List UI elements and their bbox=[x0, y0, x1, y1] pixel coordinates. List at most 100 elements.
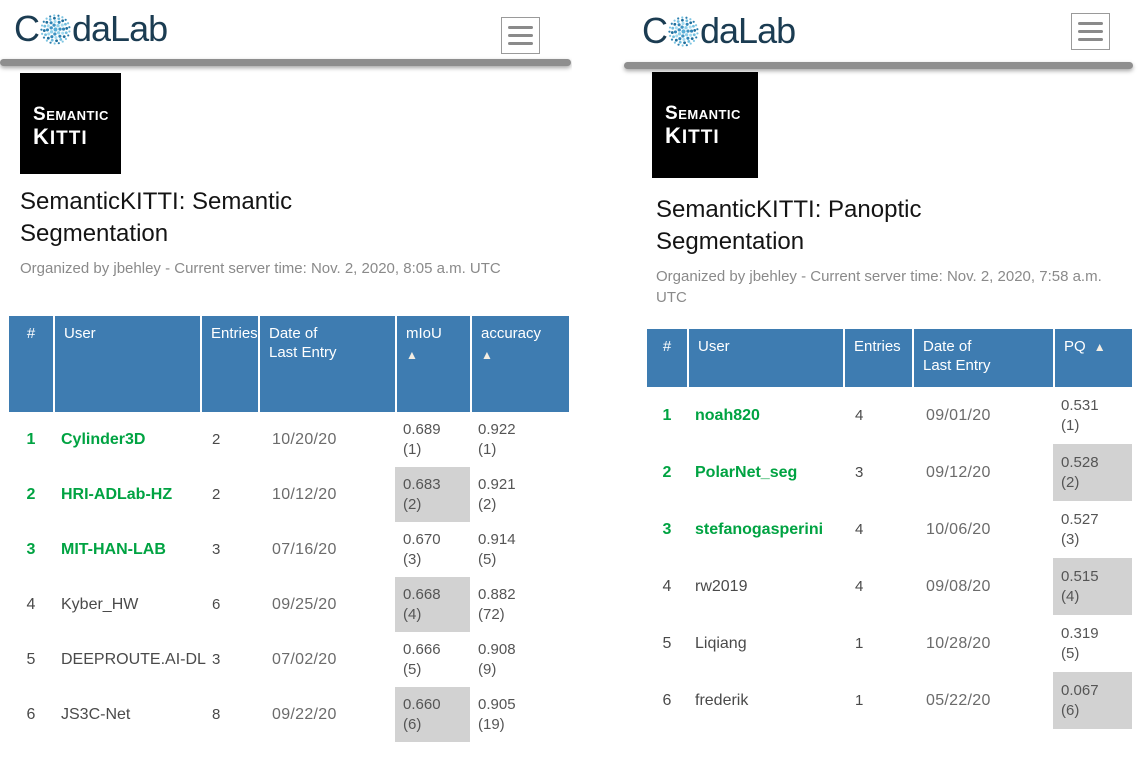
date-cell: 10/28/20 bbox=[926, 634, 991, 652]
date-cell: 10/20/20 bbox=[272, 430, 337, 448]
panoptic-segmentation-page: C daLab SEMANTIC KITTI SemanticKITTI: Pa… bbox=[572, 0, 1144, 757]
column-header-rank: # bbox=[26, 325, 36, 342]
leaderboard-row: 4 Kyber_HW 6 09/25/20 0.668 (4) 0.882 (72) bbox=[9, 577, 569, 632]
entries-cell: 6 bbox=[212, 596, 221, 613]
column-header-pq[interactable]: PQ ▲ bbox=[1053, 329, 1132, 387]
miou-cell: 0.668 (4) bbox=[395, 577, 470, 632]
entries-cell: 4 bbox=[855, 521, 864, 538]
entries-cell: 2 bbox=[212, 486, 221, 503]
leaderboard-table: # User Entries Date of Last Entry PQ ▲ 1 noah82… bbox=[647, 329, 1132, 729]
rank-cell: 3 bbox=[662, 520, 672, 538]
accuracy-cell: 0.921 (2) bbox=[478, 475, 516, 513]
column-header-user: User bbox=[53, 316, 200, 412]
entries-cell: 1 bbox=[855, 692, 864, 709]
user-cell: noah820 bbox=[695, 406, 760, 424]
entries-cell: 2 bbox=[212, 431, 221, 448]
header-divider bbox=[624, 62, 1133, 69]
codalab-logo-dotted-o-icon bbox=[668, 16, 699, 47]
semantickitti-logo-line1: SEMANTIC bbox=[665, 103, 741, 124]
user-cell: frederik bbox=[695, 691, 749, 709]
hamburger-menu-button[interactable] bbox=[1071, 13, 1110, 50]
semantickitti-logo: SEMANTIC KITTI bbox=[652, 72, 758, 178]
rank-cell: 6 bbox=[26, 705, 36, 723]
hamburger-menu-icon bbox=[1078, 17, 1103, 46]
leaderboard-header-row: # User Entries Date of Last Entry mIoU ▲ accura… bbox=[9, 316, 569, 412]
leaderboard-row: 2 HRI-ADLab-HZ 2 10/12/20 0.683 (2) 0.921 (2) bbox=[9, 467, 569, 522]
date-cell: 07/02/20 bbox=[272, 650, 337, 668]
semantickitti-logo-line2: KITTI bbox=[33, 124, 88, 150]
leaderboard-row: 3 MIT-HAN-LAB 3 07/16/20 0.670 (3) 0.914 (5) bbox=[9, 522, 569, 577]
page-title: SemanticKITTI: Panoptic Segmentation bbox=[656, 196, 922, 255]
rank-cell: 2 bbox=[26, 485, 36, 503]
semantickitti-logo-line1: SEMANTIC bbox=[33, 104, 109, 125]
codalab-logo-text-c: C bbox=[14, 8, 40, 49]
user-cell: PolarNet_seg bbox=[695, 463, 798, 481]
user-cell: JS3C-Net bbox=[61, 705, 131, 723]
entries-cell: 3 bbox=[212, 651, 221, 668]
rank-cell: 2 bbox=[662, 463, 672, 481]
codalab-logo-dotted-o-icon bbox=[40, 14, 71, 45]
entries-cell: 1 bbox=[855, 635, 864, 652]
pq-cell: 0.067 (6) bbox=[1053, 672, 1132, 729]
column-header-accuracy[interactable]: accuracy ▲ bbox=[470, 316, 569, 412]
column-header-entries: Entries bbox=[200, 316, 258, 412]
user-cell: rw2019 bbox=[695, 577, 748, 595]
leaderboard-row: 1 noah820 4 09/01/20 0.531 (1) bbox=[647, 387, 1132, 444]
accuracy-cell: 0.922 (1) bbox=[478, 420, 516, 458]
user-cell: Liqiang bbox=[695, 634, 747, 652]
user-cell: stefanogasperini bbox=[695, 520, 824, 538]
date-cell: 09/22/20 bbox=[272, 705, 337, 723]
miou-cell: 0.660 (6) bbox=[395, 687, 470, 742]
user-cell: Kyber_HW bbox=[61, 595, 139, 613]
user-cell: MIT-HAN-LAB bbox=[61, 540, 166, 558]
page-title: SemanticKITTI: Semantic Segmentation bbox=[20, 188, 293, 247]
hamburger-menu-icon bbox=[508, 21, 533, 50]
leaderboard-row: 6 frederik 1 05/22/20 0.067 (6) bbox=[647, 672, 1132, 729]
leaderboard-row: 1 Cylinder3D 2 10/20/20 0.689 (1) 0.922 (1) bbox=[9, 412, 569, 467]
pq-cell: 0.515 (4) bbox=[1053, 558, 1132, 615]
rank-cell: 1 bbox=[26, 430, 36, 448]
pq-cell: 0.531 (1) bbox=[1061, 396, 1099, 434]
hamburger-menu-button[interactable] bbox=[501, 17, 540, 54]
entries-cell: 4 bbox=[855, 407, 864, 424]
rank-cell: 1 bbox=[662, 406, 672, 424]
rank-cell: 6 bbox=[662, 691, 672, 709]
sort-ascending-icon: ▲ bbox=[1093, 340, 1106, 354]
semantickitti-logo-line2: KITTI bbox=[665, 123, 720, 149]
date-cell: 09/01/20 bbox=[926, 406, 991, 424]
leaderboard-row: 3 stefanogasperini 4 10/06/20 0.527 (3) bbox=[647, 501, 1132, 558]
user-cell: HRI-ADLab-HZ bbox=[61, 485, 173, 503]
leaderboard-body: 1 Cylinder3D 2 10/20/20 0.689 (1) 0.922 (1) 2 HRI… bbox=[9, 412, 569, 742]
leaderboard-row: 5 Liqiang 1 10/28/20 0.319 (5) bbox=[647, 615, 1132, 672]
date-cell: 09/08/20 bbox=[926, 577, 991, 595]
date-cell: 09/25/20 bbox=[272, 595, 337, 613]
column-header-user: User bbox=[687, 329, 843, 387]
rank-cell: 3 bbox=[26, 540, 36, 558]
organizer-and-server-time: Organized by jbehley - Current server ti… bbox=[656, 268, 1102, 306]
codalab-logo[interactable]: C daLab bbox=[14, 8, 168, 49]
entries-cell: 4 bbox=[855, 578, 864, 595]
pq-cell: 0.319 (5) bbox=[1061, 624, 1099, 662]
entries-cell: 3 bbox=[212, 541, 221, 558]
codalab-logo-text-rest: daLab bbox=[72, 8, 168, 49]
sort-ascending-icon: ▲ bbox=[481, 348, 493, 362]
leaderboard-row: 6 JS3C-Net 8 09/22/20 0.660 (6) 0.905 (19) bbox=[9, 687, 569, 742]
leaderboard-body: 1 noah820 4 09/01/20 0.531 (1) 2 PolarNet_seg 3 0… bbox=[647, 387, 1132, 729]
pq-cell: 0.527 (3) bbox=[1061, 510, 1099, 548]
miou-cell: 0.683 (2) bbox=[395, 467, 470, 522]
date-cell: 07/16/20 bbox=[272, 540, 337, 558]
codalab-logo-text-rest: daLab bbox=[700, 10, 796, 51]
organizer-and-server-time: Organized by jbehley - Current server ti… bbox=[20, 260, 501, 277]
miou-cell: 0.670 (3) bbox=[403, 530, 441, 568]
miou-cell: 0.689 (1) bbox=[403, 420, 441, 458]
accuracy-cell: 0.914 (5) bbox=[478, 530, 516, 568]
accuracy-cell: 0.905 (19) bbox=[478, 695, 516, 733]
date-cell: 10/06/20 bbox=[926, 520, 991, 538]
semantickitti-logo: SEMANTIC KITTI bbox=[20, 73, 121, 174]
column-header-miou[interactable]: mIoU ▲ bbox=[395, 316, 470, 412]
accuracy-cell: 0.882 (72) bbox=[478, 585, 516, 623]
codalab-logo[interactable]: C daLab bbox=[642, 10, 796, 51]
rank-cell: 4 bbox=[662, 577, 672, 595]
date-cell: 05/22/20 bbox=[926, 691, 991, 709]
rank-cell: 5 bbox=[662, 634, 672, 652]
